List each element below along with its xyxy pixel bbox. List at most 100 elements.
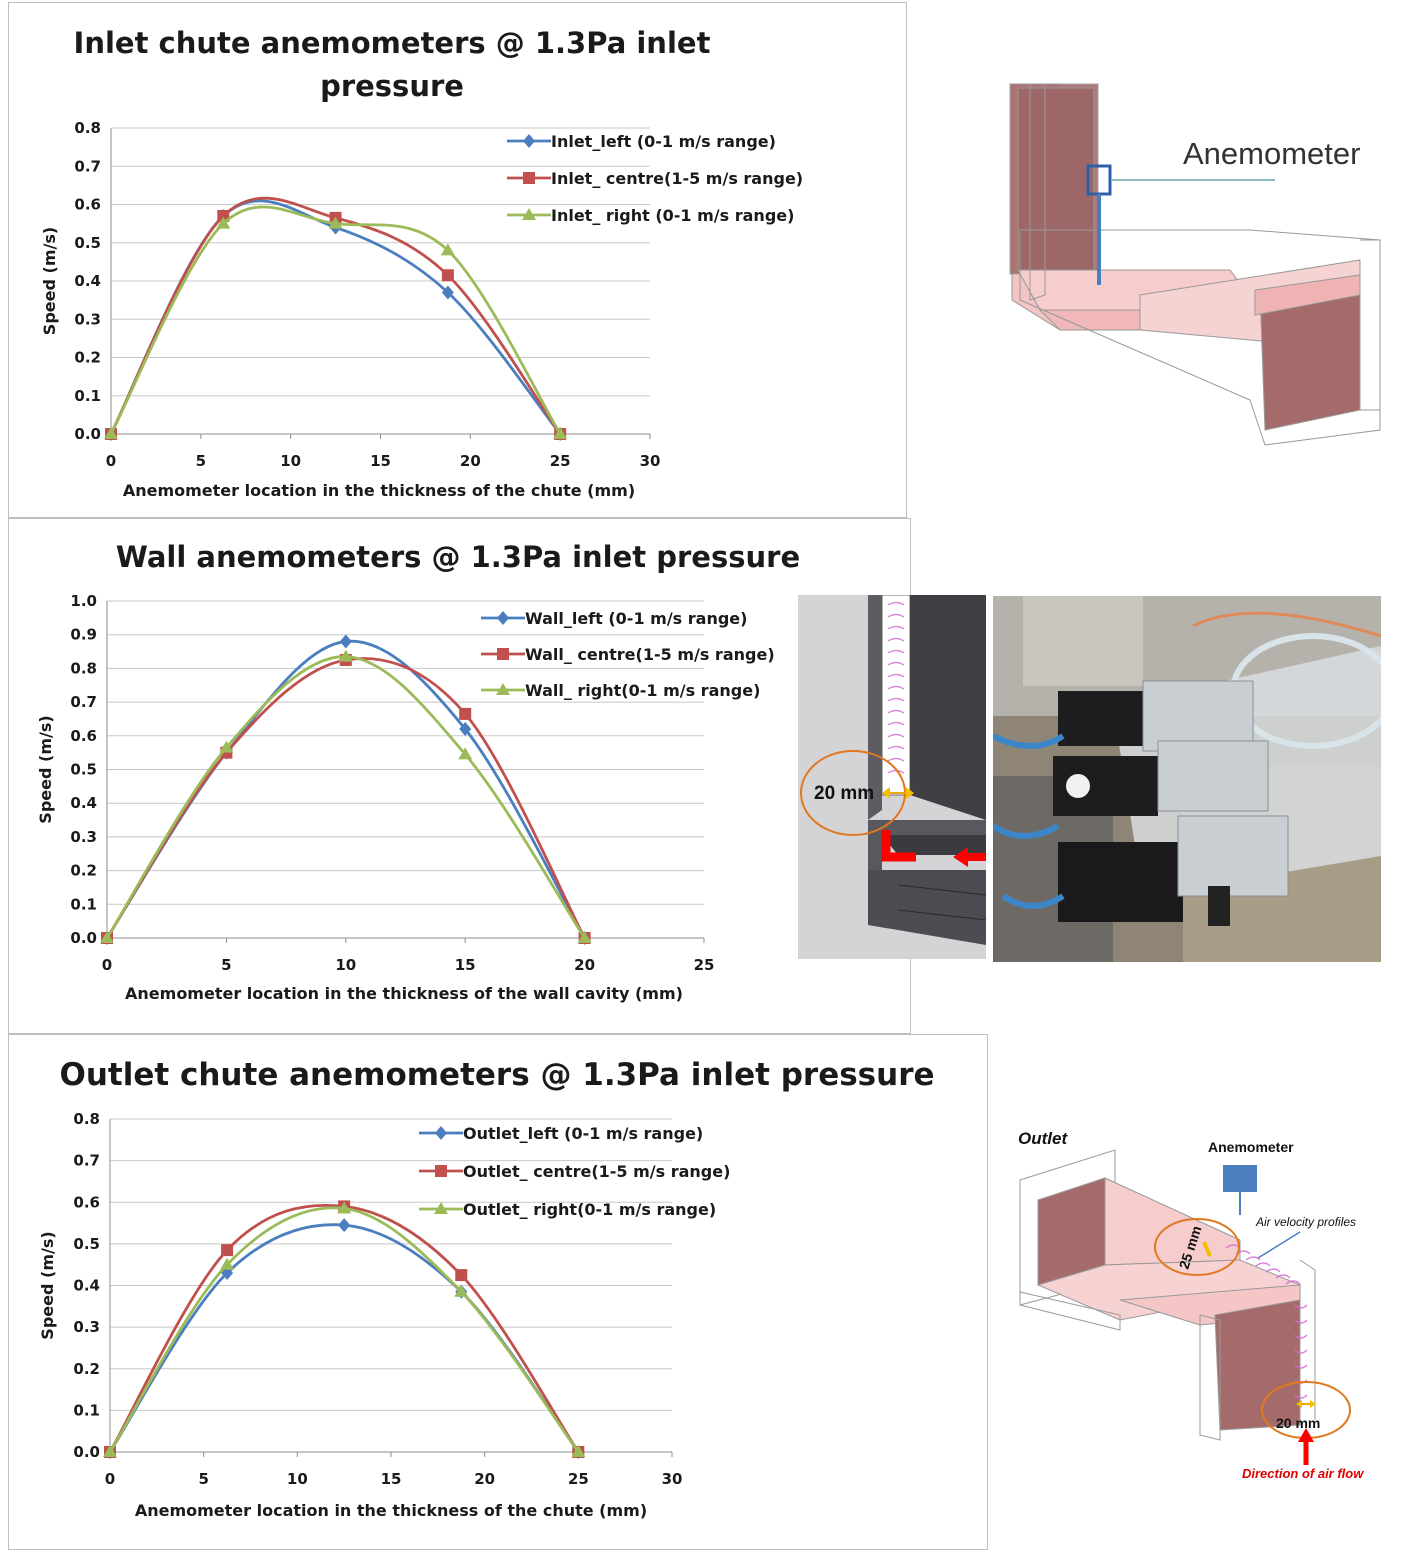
y-tick-label: 0.0 (73, 1443, 100, 1461)
data-point (459, 722, 472, 737)
x-tick-label: 5 (196, 452, 206, 470)
outlet-anemometer-label: Anemometer (1208, 1139, 1294, 1155)
wall-chart: Wall anemometers @ 1.3Pa inlet pressure 0… (36, 540, 800, 1003)
y-axis-label: Speed (m/s) (38, 1231, 57, 1339)
wall-section-diagram: 20 mm (798, 595, 986, 959)
series-3 (103, 1201, 586, 1457)
data-point (571, 1445, 586, 1457)
inlet-chute-drawing: Anemometer (1009, 83, 1381, 446)
wall-dimension-label: 20 mm (814, 783, 874, 804)
data-point (100, 931, 114, 943)
data-point (338, 1218, 351, 1233)
x-tick-label: 30 (640, 452, 661, 470)
y-tick-label: 0.4 (73, 1277, 100, 1295)
series-line (109, 205, 562, 435)
data-point (441, 285, 454, 300)
legend-label: Wall_ right(0-1 m/s range) (525, 681, 760, 700)
data-point (219, 740, 234, 753)
y-tick-label: 0.0 (70, 929, 97, 947)
data-point (577, 931, 592, 943)
legend-label: Wall_ centre(1-5 m/s range) (525, 645, 775, 664)
outlet-chute-drawing: Outlet Anemometer Air velocity profiles … (1018, 1129, 1364, 1481)
data-point (459, 707, 472, 720)
y-axis-label: Speed (m/s) (40, 227, 59, 335)
legend-label: Outlet_ centre(1-5 m/s range) (463, 1162, 730, 1181)
chart-title-line: Outlet chute anemometers @ 1.3Pa inlet p… (59, 1057, 934, 1093)
y-tick-label: 0.5 (74, 234, 101, 252)
airflow-direction-label: Direction of air flow (1242, 1466, 1364, 1481)
lab-photo (993, 596, 1381, 962)
legend-label: Inlet_ right (0-1 m/s range) (551, 206, 794, 225)
outlet-chart: Outlet chute anemometers @ 1.3Pa inlet p… (38, 1057, 935, 1520)
y-tick-label: 0.3 (73, 1318, 100, 1336)
x-tick-label: 25 (550, 452, 571, 470)
legend-marker (497, 648, 509, 660)
legend-marker (522, 208, 536, 220)
legend-marker (496, 683, 510, 695)
data-point (328, 216, 343, 229)
x-tick-label: 5 (198, 1470, 208, 1488)
data-point (440, 243, 455, 256)
y-tick-label: 0.8 (70, 659, 97, 677)
y-tick-label: 0.2 (73, 1360, 100, 1378)
x-tick-label: 5 (221, 956, 231, 974)
x-axis-label: Anemometer location in the thickness of … (135, 1501, 647, 1520)
x-tick-label: 20 (574, 956, 595, 974)
x-tick-label: 0 (105, 1470, 115, 1488)
y-tick-label: 0.0 (74, 425, 101, 443)
x-axis-label: Anemometer location in the thickness of … (123, 481, 635, 500)
legend-label: Inlet_left (0-1 m/s range) (551, 132, 776, 151)
y-tick-label: 0.8 (74, 119, 101, 137)
chart-title-line: pressure (320, 69, 464, 103)
inlet-chart: Inlet chute anemometers @ 1.3Pa inlet pre… (40, 26, 803, 500)
x-tick-label: 10 (335, 956, 356, 974)
y-tick-label: 0.1 (74, 387, 101, 405)
outlet-anemometer-box (1223, 1165, 1257, 1192)
data-point (553, 427, 568, 439)
legend-label: Outlet_ right(0-1 m/s range) (463, 1200, 716, 1219)
legend-marker (497, 611, 509, 625)
data-point (220, 1257, 235, 1270)
x-tick-label: 20 (460, 452, 481, 470)
x-tick-label: 0 (106, 452, 116, 470)
x-tick-label: 15 (370, 452, 391, 470)
y-tick-label: 1.0 (70, 592, 97, 610)
wall-chart-panel: Wall anemometers @ 1.3Pa inlet pressure 0… (8, 518, 911, 1034)
legend-marker (523, 172, 535, 184)
y-tick-label: 0.7 (73, 1152, 100, 1170)
series-line (109, 199, 562, 435)
y-tick-label: 0.8 (73, 1110, 100, 1128)
data-point (454, 1284, 469, 1297)
y-axis-label: Speed (m/s) (36, 715, 55, 823)
legend: Outlet_left (0-1 m/s range) Outlet_ centr… (419, 1124, 730, 1219)
series-line (105, 657, 586, 939)
y-tick-label: 0.1 (70, 895, 97, 913)
series-3 (100, 649, 592, 943)
legend-marker (435, 1126, 447, 1140)
data-point (337, 1201, 352, 1214)
legend-label: Wall_left (0-1 m/s range) (525, 609, 747, 628)
legend-marker (434, 1202, 448, 1214)
profiles-label: Air velocity profiles (1255, 1215, 1356, 1229)
y-tick-label: 0.9 (70, 626, 97, 644)
y-tick-label: 0.5 (73, 1235, 100, 1253)
series-1 (101, 634, 591, 945)
x-tick-label: 25 (694, 956, 715, 974)
chart-title-line: Wall anemometers @ 1.3Pa inlet pressure (116, 540, 800, 574)
data-point (221, 1244, 234, 1257)
legend-label: Inlet_ centre(1-5 m/s range) (551, 169, 803, 188)
y-tick-label: 0.3 (70, 828, 97, 846)
data-point (441, 269, 454, 282)
legend-marker (523, 134, 535, 148)
data-point (103, 1445, 117, 1457)
outlet-chute-diagram: Outlet Anemometer Air velocity profiles … (1010, 1120, 1400, 1490)
series-3 (104, 205, 568, 439)
x-tick-label: 15 (381, 1470, 402, 1488)
y-tick-label: 0.3 (74, 310, 101, 328)
y-tick-label: 0.6 (73, 1193, 100, 1211)
y-tick-label: 0.7 (74, 157, 101, 175)
data-point (338, 649, 353, 662)
outlet-chart-panel: Outlet chute anemometers @ 1.3Pa inlet p… (8, 1034, 988, 1550)
data-point (339, 634, 352, 649)
x-tick-label: 30 (662, 1470, 683, 1488)
